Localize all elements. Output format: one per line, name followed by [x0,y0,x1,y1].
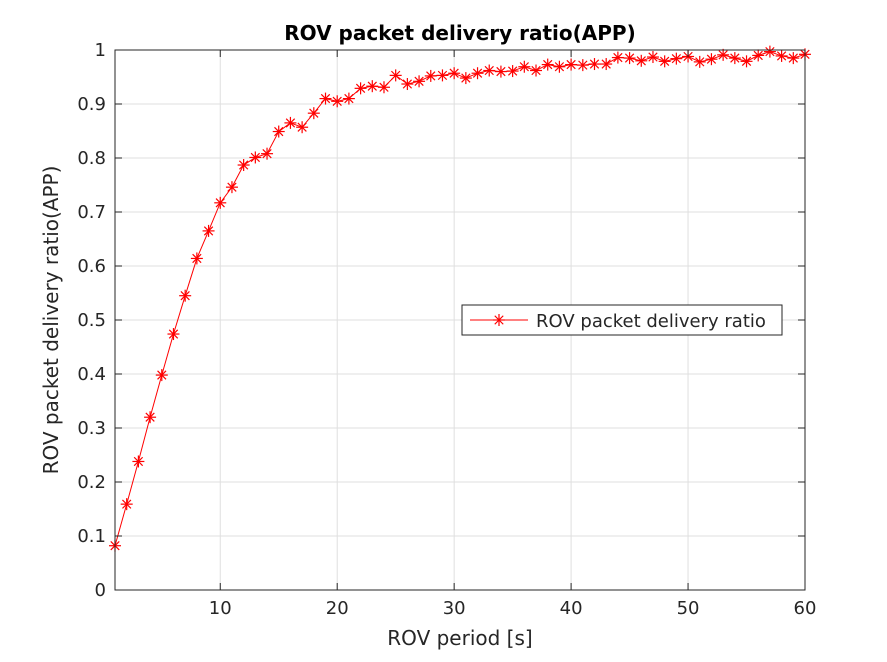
data-point [272,125,285,138]
y-tick-label: 0.1 [77,526,106,547]
data-point [424,69,437,82]
data-point [389,69,402,82]
data-point [354,82,367,95]
data-point [448,67,461,80]
data-point [237,159,250,172]
data-point [190,252,203,265]
data-point [775,49,788,62]
y-tick-label: 0.2 [77,472,106,493]
x-tick-label: 60 [794,598,817,619]
data-point [284,116,297,129]
y-tick-label: 0.9 [77,94,106,115]
x-tick-label: 40 [560,598,583,619]
data-point [693,55,706,68]
x-tick-label: 20 [326,598,349,619]
data-series [109,45,811,552]
y-tick-label: 0.7 [77,202,106,223]
data-point [483,64,496,77]
data-point [518,60,531,73]
legend: ROV packet delivery ratio [461,304,783,336]
data-point [331,95,344,108]
data-point [646,51,659,64]
data-point [565,58,578,71]
data-point [553,60,566,73]
data-point [225,181,238,194]
data-point [319,92,332,105]
ticks: 10 20 30 40 50 60 0 0.1 0.2 0.3 0.4 0.5 0.6 0.7 0.8 0.9… [77,40,816,619]
data-point [635,54,648,67]
data-point [214,196,227,209]
y-tick-label: 0.6 [77,256,106,277]
legend-marker-glyph [493,314,505,326]
data-point [377,81,390,94]
y-axis-label: ROV packet delivery ratio(APP) [39,166,63,475]
data-point [752,49,765,62]
data-point [717,48,730,61]
x-axis-label: ROV period [s] [387,626,532,650]
data-point [296,121,309,134]
data-point [155,369,168,382]
data-point [366,80,379,93]
data-point [530,64,543,77]
data-point [623,52,636,65]
data-point [167,328,180,341]
data-point [763,45,776,58]
data-point [436,69,449,82]
data-point [670,52,683,65]
x-tick-label: 50 [677,598,700,619]
x-tick-label: 30 [443,598,466,619]
y-tick-label: 0.4 [77,364,106,385]
data-point [120,498,133,511]
y-tick-label: 0 [95,580,106,601]
legend-entry-label: ROV packet delivery ratio [536,311,766,332]
data-point [506,65,519,78]
chart-title: ROV packet delivery ratio(APP) [284,21,635,45]
data-point [144,411,157,424]
data-point [261,147,274,160]
data-point [576,59,589,72]
data-point [600,58,613,71]
data-point [471,67,484,80]
legend-marker [493,314,505,326]
x-tick-label: 10 [209,598,232,619]
data-point [307,107,320,120]
data-point [611,51,624,64]
y-tick-label: 0.8 [77,148,106,169]
data-point [705,53,718,66]
data-point [658,55,671,68]
data-point [413,75,426,88]
data-point [249,151,262,164]
data-point [588,58,601,71]
y-tick-label: 0.3 [77,418,106,439]
data-point [401,78,414,91]
data-point [459,72,472,85]
data-point [132,455,145,468]
data-point [728,52,741,65]
y-tick-label: 1 [95,40,106,61]
data-point [342,92,355,105]
y-tick-label: 0.5 [77,310,106,331]
data-point [494,65,507,78]
data-point [202,224,215,237]
data-point [787,52,800,65]
data-point [740,55,753,68]
data-point [179,289,192,302]
data-point [541,58,554,71]
